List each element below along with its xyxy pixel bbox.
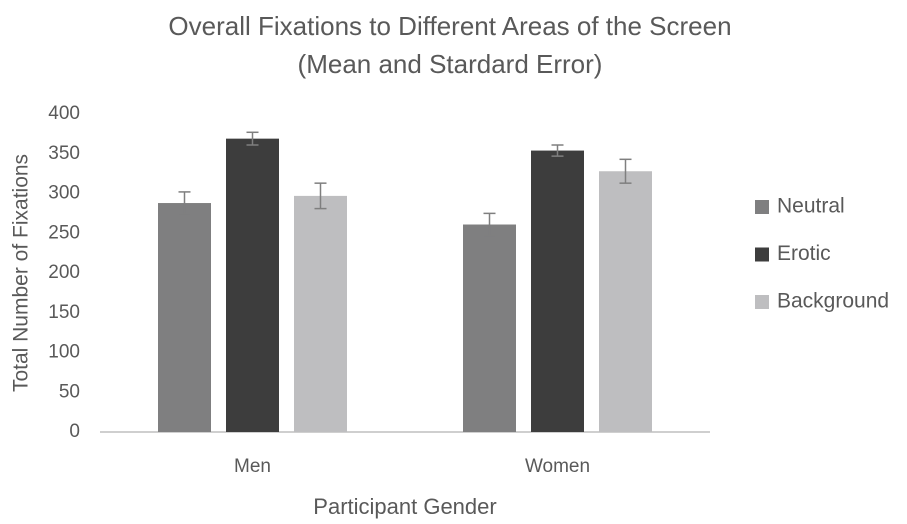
- y-tick-label: 300: [48, 183, 80, 204]
- error-bar: [246, 131, 259, 146]
- error-bar: [178, 191, 191, 215]
- x-tick-label: Women: [525, 456, 590, 477]
- error-bar: [314, 182, 327, 210]
- legend-swatch: [755, 295, 769, 309]
- chart-title: Overall Fixations to Different Areas of …: [168, 11, 731, 41]
- bar: [158, 203, 211, 432]
- legend-label: Neutral: [777, 195, 845, 218]
- bar: [531, 150, 584, 432]
- y-tick-label: 200: [48, 262, 80, 283]
- y-tick-label: 400: [48, 103, 80, 124]
- error-bar: [619, 158, 632, 184]
- legend-swatch: [755, 247, 769, 262]
- bar: [294, 195, 347, 432]
- y-tick-label: 250: [48, 222, 80, 243]
- legend-swatch: [755, 200, 769, 214]
- y-tick-label: 100: [48, 342, 80, 363]
- x-axis-label: Participant Gender: [313, 494, 496, 519]
- chart-subtitle: (Mean and Stardard Error): [298, 49, 603, 79]
- bar: [226, 138, 279, 432]
- y-axis-label: Total Number of Fixations: [10, 154, 33, 392]
- x-tick-label: Men: [234, 456, 271, 477]
- y-tick-label: 150: [48, 302, 80, 323]
- y-tick-label: 350: [48, 143, 80, 164]
- y-tick-label: 0: [69, 421, 80, 442]
- y-tick-label: 50: [59, 381, 80, 402]
- bar: [463, 224, 516, 432]
- error-bar: [551, 144, 564, 157]
- legend-label: Background: [777, 290, 889, 313]
- error-bar: [483, 212, 496, 237]
- legend-label: Erotic: [777, 242, 831, 265]
- bar: [599, 171, 652, 433]
